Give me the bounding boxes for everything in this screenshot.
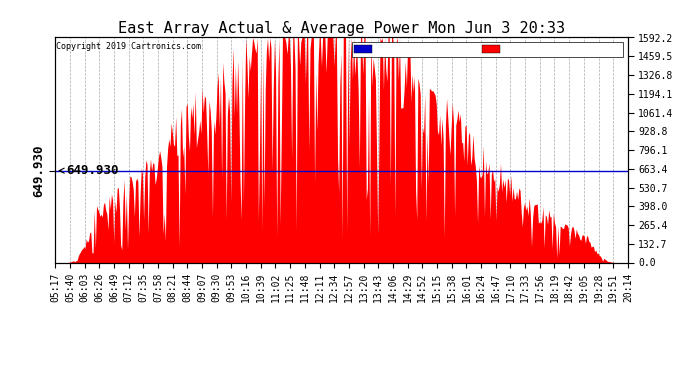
Legend: Average  (DC Watts), East Array  (DC Watts): Average (DC Watts), East Array (DC Watts… bbox=[351, 42, 623, 57]
Text: 649.930: 649.930 bbox=[59, 164, 119, 177]
Text: Copyright 2019 Cartronics.com: Copyright 2019 Cartronics.com bbox=[57, 42, 201, 51]
Title: East Array Actual & Average Power Mon Jun 3 20:33: East Array Actual & Average Power Mon Ju… bbox=[118, 21, 565, 36]
